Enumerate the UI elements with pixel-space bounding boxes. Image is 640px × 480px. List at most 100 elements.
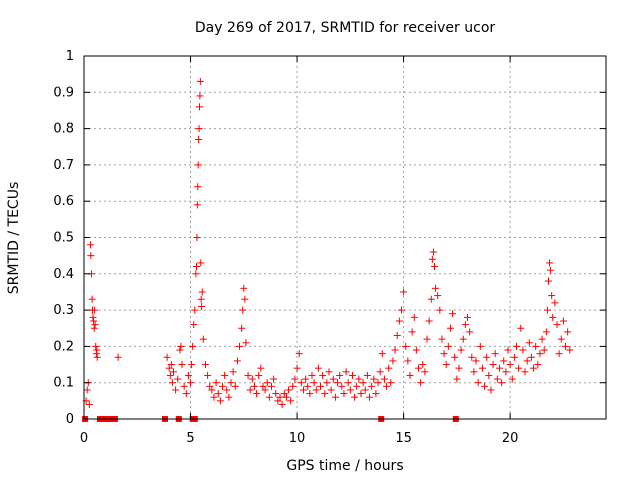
data-point (180, 382, 188, 390)
data-point (500, 357, 508, 365)
data-point (423, 335, 431, 343)
data-point (233, 357, 241, 365)
data-point (89, 313, 97, 321)
data-point (406, 371, 414, 379)
data-point (476, 342, 484, 350)
data-point (229, 368, 237, 376)
data-point (472, 357, 480, 365)
data-point (167, 361, 175, 369)
data-point (174, 375, 182, 383)
data-point (504, 346, 512, 354)
data-point (163, 353, 171, 361)
data-point (323, 379, 331, 387)
x-tick-label: 0 (80, 431, 88, 446)
data-point (521, 368, 529, 376)
data-point (263, 379, 271, 387)
data-point (430, 263, 438, 271)
data-point (190, 321, 198, 329)
data-point (412, 346, 420, 354)
data-point (198, 288, 206, 296)
data-point (351, 393, 359, 401)
data-point (383, 382, 391, 390)
data-point (425, 317, 433, 325)
data-point (250, 382, 258, 390)
data-point (468, 353, 476, 361)
y-tick-label: 0.7 (53, 158, 74, 173)
data-point (491, 350, 499, 358)
data-point (168, 379, 176, 387)
data-point (481, 382, 489, 390)
y-tick-label: 0.5 (53, 231, 74, 246)
data-point (312, 386, 320, 394)
data-point (542, 328, 550, 336)
y-tick-label: 0.9 (53, 85, 74, 100)
data-point (346, 386, 354, 394)
data-point (248, 375, 256, 383)
grid (84, 56, 606, 419)
data-point (221, 371, 229, 379)
data-point (257, 364, 265, 372)
data-point (169, 368, 177, 376)
data-point (466, 328, 474, 336)
y-tick-label: 0.8 (53, 122, 74, 137)
data-point (196, 92, 204, 100)
data-point (289, 382, 297, 390)
data-point (540, 346, 548, 354)
data-point (194, 161, 202, 169)
data-point (342, 368, 350, 376)
y-tick-label: 0.1 (53, 376, 74, 391)
data-point (478, 364, 486, 372)
data-point (421, 368, 429, 376)
data-point (502, 368, 510, 376)
data-point (340, 390, 348, 398)
data-point (451, 353, 459, 361)
data-marks (82, 77, 574, 422)
data-point (461, 321, 469, 329)
x-tick-label: 15 (395, 431, 412, 446)
data-point (429, 248, 437, 256)
data-point (557, 335, 565, 343)
data-point (166, 371, 174, 379)
data-point (389, 357, 397, 365)
data-point (314, 364, 322, 372)
data-point (391, 346, 399, 354)
data-point (464, 313, 472, 321)
data-point (225, 393, 233, 401)
data-point (239, 306, 247, 314)
data-point (83, 386, 91, 394)
y-tick-label: 1 (66, 49, 74, 64)
data-point (440, 350, 448, 358)
data-point (195, 125, 203, 133)
data-point (553, 321, 561, 329)
data-point (192, 263, 200, 271)
data-point (372, 390, 380, 398)
data-point (380, 375, 388, 383)
data-point (214, 390, 222, 398)
data-point (193, 234, 201, 241)
data-point (238, 324, 246, 332)
data-point (278, 400, 286, 408)
data-point (357, 390, 365, 398)
data-point (344, 379, 352, 387)
axis-ticks: 00.10.20.30.40.50.60.70.80.910 5 10 15 20 (53, 49, 606, 446)
data-point (489, 361, 497, 369)
data-point (267, 382, 275, 390)
data-point (527, 353, 535, 361)
data-point (331, 393, 339, 401)
data-point (415, 364, 423, 372)
data-point (195, 135, 203, 143)
chart-title: Day 269 of 2017, SRMTID for receiver uco… (195, 20, 496, 36)
data-point (402, 342, 410, 350)
data-point (517, 324, 525, 332)
data-point (178, 361, 186, 369)
data-point (474, 379, 482, 387)
data-point (316, 382, 324, 390)
data-point (259, 382, 267, 390)
data-point (363, 371, 371, 379)
data-point (212, 379, 220, 387)
data-point (334, 379, 342, 387)
data-point (92, 342, 100, 350)
data-point (306, 390, 314, 398)
data-point (280, 390, 288, 398)
data-point (498, 379, 506, 387)
